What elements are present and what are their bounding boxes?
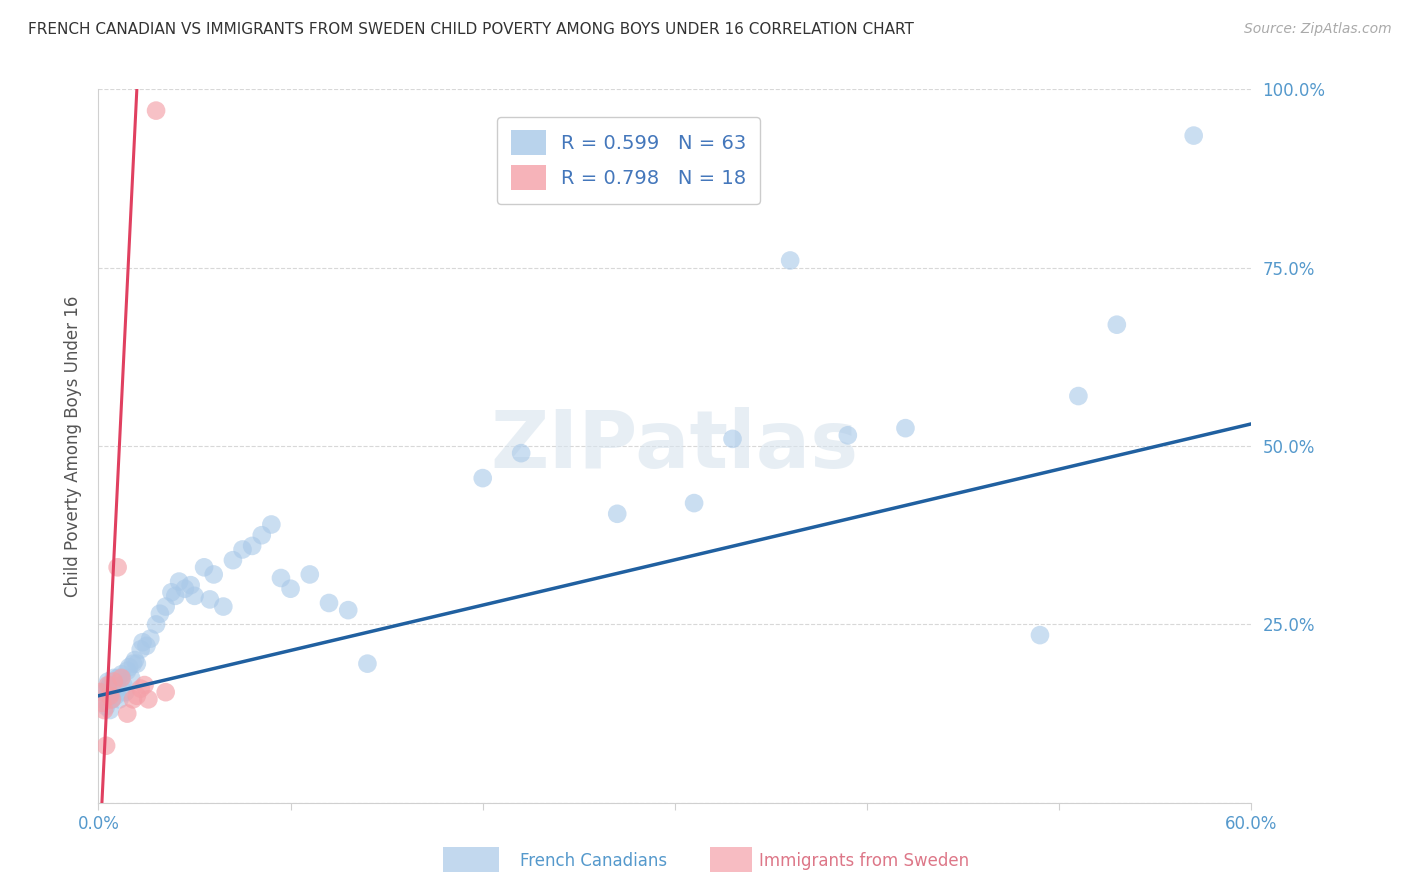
Point bbox=[124, 653, 146, 667]
Point bbox=[107, 671, 129, 685]
Point bbox=[108, 692, 131, 706]
Point bbox=[93, 685, 115, 699]
Point bbox=[98, 703, 121, 717]
Point bbox=[356, 657, 378, 671]
Point bbox=[280, 582, 302, 596]
Point bbox=[117, 664, 138, 678]
Text: FRENCH CANADIAN VS IMMIGRANTS FROM SWEDEN CHILD POVERTY AMONG BOYS UNDER 16 CORR: FRENCH CANADIAN VS IMMIGRANTS FROM SWEDE… bbox=[28, 22, 914, 37]
Point bbox=[337, 603, 360, 617]
Point bbox=[94, 739, 117, 753]
Point bbox=[1182, 128, 1205, 143]
Point bbox=[149, 607, 172, 621]
Point bbox=[167, 574, 190, 589]
Point bbox=[837, 428, 859, 442]
Point bbox=[180, 578, 202, 592]
Point bbox=[240, 539, 263, 553]
Point bbox=[145, 617, 167, 632]
Legend: R = 0.599   N = 63, R = 0.798   N = 18: R = 0.599 N = 63, R = 0.798 N = 18 bbox=[498, 117, 761, 203]
Point bbox=[683, 496, 706, 510]
Point bbox=[318, 596, 340, 610]
Point bbox=[98, 689, 121, 703]
Point bbox=[1105, 318, 1128, 332]
Point bbox=[145, 103, 167, 118]
Point bbox=[94, 699, 117, 714]
Point bbox=[155, 599, 177, 614]
Text: French Canadians: French Canadians bbox=[520, 852, 668, 870]
Point bbox=[165, 589, 187, 603]
Point bbox=[129, 642, 152, 657]
Point bbox=[107, 681, 129, 696]
Point bbox=[93, 703, 115, 717]
Point bbox=[298, 567, 321, 582]
Point bbox=[91, 692, 114, 706]
Point bbox=[231, 542, 254, 557]
Point bbox=[1067, 389, 1090, 403]
Point bbox=[155, 685, 177, 699]
Point bbox=[721, 432, 744, 446]
Point bbox=[114, 685, 136, 699]
Point bbox=[103, 674, 125, 689]
Point bbox=[183, 589, 205, 603]
Text: ZIPatlas: ZIPatlas bbox=[491, 407, 859, 485]
Point bbox=[212, 599, 235, 614]
Point bbox=[104, 689, 127, 703]
Text: Source: ZipAtlas.com: Source: ZipAtlas.com bbox=[1244, 22, 1392, 37]
Point bbox=[125, 689, 148, 703]
Point bbox=[103, 671, 125, 685]
Point bbox=[1029, 628, 1052, 642]
Point bbox=[101, 692, 124, 706]
Point bbox=[98, 678, 121, 692]
Point bbox=[129, 681, 152, 696]
Point bbox=[139, 632, 162, 646]
Point bbox=[110, 671, 132, 685]
Point bbox=[193, 560, 215, 574]
Point bbox=[122, 692, 145, 706]
Point bbox=[110, 667, 132, 681]
Point bbox=[510, 446, 533, 460]
Point bbox=[222, 553, 245, 567]
Point bbox=[125, 657, 148, 671]
Point bbox=[198, 592, 221, 607]
Point bbox=[270, 571, 292, 585]
Point bbox=[894, 421, 917, 435]
Point bbox=[112, 678, 135, 692]
Point bbox=[97, 681, 120, 696]
Y-axis label: Child Poverty Among Boys Under 16: Child Poverty Among Boys Under 16 bbox=[63, 295, 82, 597]
Point bbox=[122, 657, 145, 671]
Point bbox=[250, 528, 273, 542]
Point bbox=[101, 685, 124, 699]
Point bbox=[174, 582, 197, 596]
Point bbox=[202, 567, 225, 582]
Point bbox=[606, 507, 628, 521]
Point bbox=[779, 253, 801, 268]
Point bbox=[89, 685, 111, 699]
Point bbox=[120, 671, 142, 685]
Point bbox=[97, 674, 120, 689]
Point bbox=[117, 706, 138, 721]
Point bbox=[118, 660, 141, 674]
Point bbox=[97, 678, 120, 692]
Point bbox=[135, 639, 157, 653]
Text: Immigrants from Sweden: Immigrants from Sweden bbox=[759, 852, 969, 870]
Point bbox=[134, 678, 156, 692]
Point bbox=[138, 692, 160, 706]
Point bbox=[260, 517, 283, 532]
Point bbox=[107, 560, 129, 574]
Point bbox=[101, 692, 124, 706]
Point bbox=[131, 635, 153, 649]
Point bbox=[160, 585, 183, 599]
Point bbox=[91, 696, 114, 710]
Point bbox=[471, 471, 494, 485]
